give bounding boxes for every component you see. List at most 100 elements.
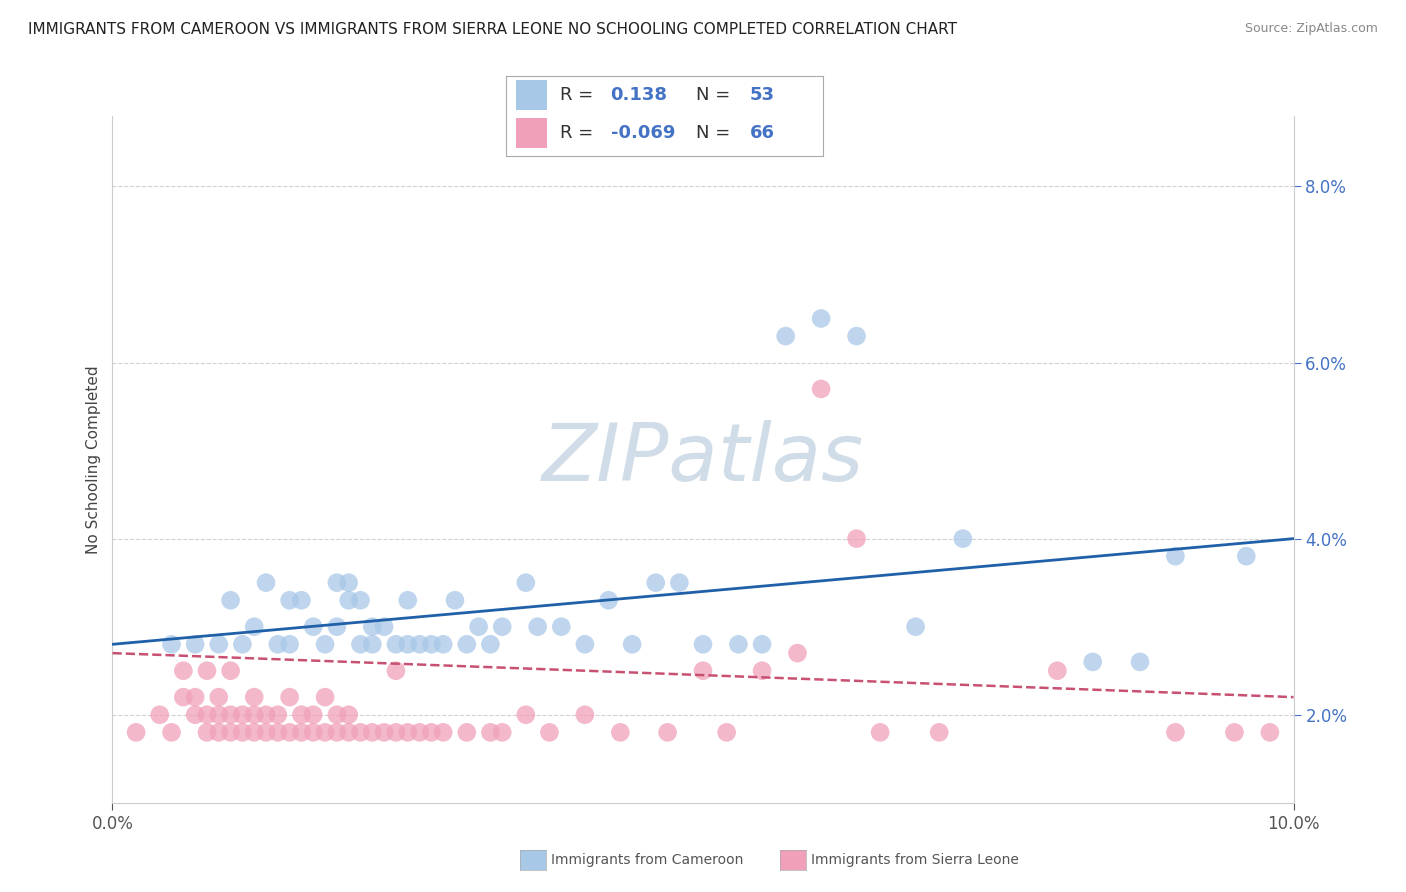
Point — [845, 532, 868, 546]
Point — [385, 725, 408, 739]
Text: Immigrants from Cameroon: Immigrants from Cameroon — [551, 853, 744, 867]
Point — [538, 725, 561, 739]
Point — [278, 690, 301, 705]
Point — [716, 725, 738, 739]
Point — [1164, 725, 1187, 739]
Point — [208, 707, 231, 722]
Point — [254, 707, 277, 722]
Point — [290, 707, 312, 722]
Point — [420, 725, 443, 739]
Point — [396, 637, 419, 651]
Point — [952, 532, 974, 546]
Point — [845, 329, 868, 343]
Point — [172, 664, 194, 678]
Point — [456, 725, 478, 739]
Point — [574, 637, 596, 651]
Point — [456, 637, 478, 651]
Point — [775, 329, 797, 343]
Point — [432, 637, 454, 651]
Point — [278, 593, 301, 607]
Point — [219, 725, 242, 739]
Point — [1046, 664, 1069, 678]
Point — [337, 707, 360, 722]
Text: 0.138: 0.138 — [610, 87, 668, 104]
Point — [385, 664, 408, 678]
Point — [515, 575, 537, 590]
Point — [267, 637, 290, 651]
Point — [1081, 655, 1104, 669]
Point — [349, 593, 371, 607]
Point — [278, 637, 301, 651]
Text: R =: R = — [560, 124, 599, 142]
Point — [550, 620, 572, 634]
Point — [302, 707, 325, 722]
Point — [326, 707, 349, 722]
Text: N =: N = — [696, 87, 735, 104]
Text: ZIPatlas: ZIPatlas — [541, 420, 865, 499]
Point — [869, 725, 891, 739]
Point — [479, 725, 502, 739]
Point — [243, 707, 266, 722]
Point — [267, 725, 290, 739]
Point — [1164, 549, 1187, 564]
Point — [526, 620, 548, 634]
Point — [219, 664, 242, 678]
Point — [290, 593, 312, 607]
Point — [243, 620, 266, 634]
Point — [208, 690, 231, 705]
Point — [302, 725, 325, 739]
Point — [219, 593, 242, 607]
Point — [598, 593, 620, 607]
Point — [361, 620, 384, 634]
Point — [408, 725, 430, 739]
Point — [396, 593, 419, 607]
Point — [432, 725, 454, 739]
Text: N =: N = — [696, 124, 735, 142]
Point — [385, 637, 408, 651]
Point — [184, 690, 207, 705]
Bar — [516, 80, 547, 111]
Point — [208, 637, 231, 651]
Point — [396, 725, 419, 739]
Point — [326, 575, 349, 590]
Point — [290, 725, 312, 739]
Point — [243, 725, 266, 739]
Point — [810, 382, 832, 396]
Point — [515, 707, 537, 722]
Point — [692, 664, 714, 678]
Text: Immigrants from Sierra Leone: Immigrants from Sierra Leone — [811, 853, 1019, 867]
Point — [231, 707, 253, 722]
Point — [444, 593, 467, 607]
Point — [621, 637, 644, 651]
Point — [609, 725, 631, 739]
Point — [184, 637, 207, 651]
Point — [231, 725, 253, 739]
Point — [727, 637, 749, 651]
Point — [1129, 655, 1152, 669]
Point — [479, 637, 502, 651]
Point — [195, 725, 218, 739]
Point — [491, 725, 513, 739]
Point — [904, 620, 927, 634]
Point — [1223, 725, 1246, 739]
Point — [160, 725, 183, 739]
Text: R =: R = — [560, 87, 599, 104]
Point — [337, 725, 360, 739]
Y-axis label: No Schooling Completed: No Schooling Completed — [86, 365, 101, 554]
Point — [751, 664, 773, 678]
Point — [184, 707, 207, 722]
Point — [254, 725, 277, 739]
Text: -0.069: -0.069 — [610, 124, 675, 142]
Bar — [516, 118, 547, 148]
Point — [373, 620, 395, 634]
Point — [361, 725, 384, 739]
Point — [219, 707, 242, 722]
Point — [195, 707, 218, 722]
Point — [172, 690, 194, 705]
Point — [491, 620, 513, 634]
Point — [243, 690, 266, 705]
Point — [786, 646, 808, 660]
Point — [302, 620, 325, 634]
Point — [254, 575, 277, 590]
Point — [314, 725, 336, 739]
